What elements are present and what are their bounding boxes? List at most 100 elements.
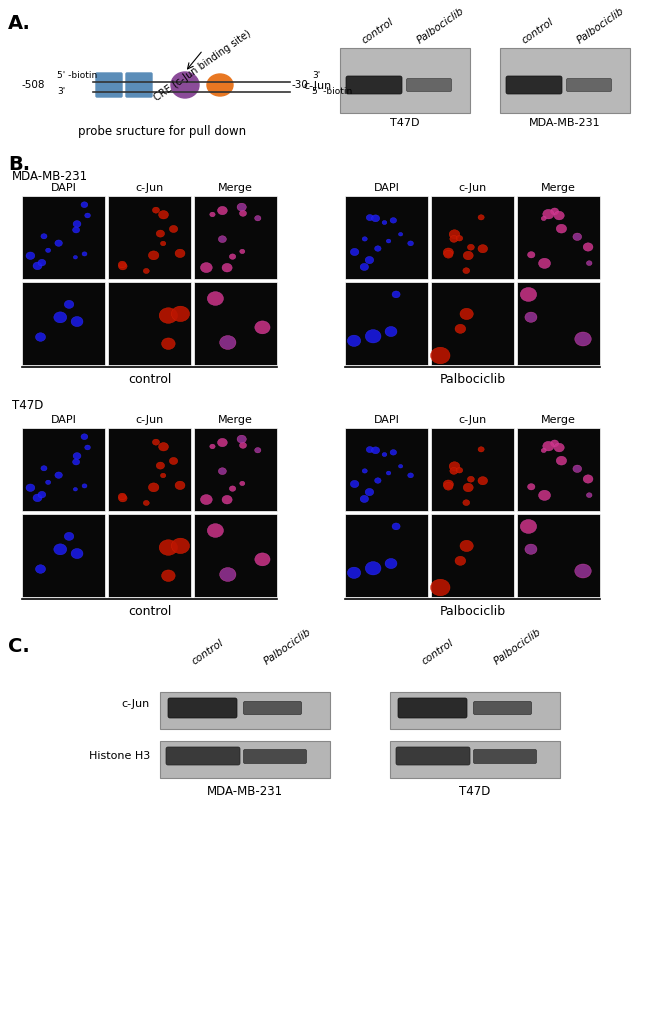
Ellipse shape	[360, 495, 369, 502]
Ellipse shape	[366, 447, 374, 453]
FancyBboxPatch shape	[473, 749, 536, 764]
Text: CRE (c-Jun binding site): CRE (c-Jun binding site)	[153, 28, 254, 102]
Ellipse shape	[220, 335, 236, 350]
Ellipse shape	[450, 467, 458, 475]
Text: T47D: T47D	[390, 118, 420, 128]
Ellipse shape	[365, 256, 374, 263]
Ellipse shape	[575, 332, 592, 346]
Text: 5' -biotin: 5' -biotin	[312, 87, 352, 96]
Ellipse shape	[148, 251, 159, 259]
Ellipse shape	[556, 456, 567, 465]
Ellipse shape	[218, 467, 226, 475]
Ellipse shape	[583, 475, 593, 483]
Text: c-Jun: c-Jun	[135, 415, 164, 425]
Ellipse shape	[207, 524, 224, 537]
Ellipse shape	[240, 249, 245, 253]
Ellipse shape	[463, 483, 473, 492]
Ellipse shape	[541, 216, 546, 220]
Ellipse shape	[153, 439, 159, 445]
Text: Palbociclib: Palbociclib	[439, 373, 506, 386]
Text: 5' -biotin: 5' -biotin	[57, 72, 98, 81]
Ellipse shape	[543, 442, 554, 451]
Ellipse shape	[460, 540, 473, 551]
Ellipse shape	[478, 477, 488, 485]
Text: Merge: Merge	[218, 183, 253, 193]
Ellipse shape	[143, 269, 150, 274]
Ellipse shape	[478, 245, 488, 253]
Ellipse shape	[81, 202, 88, 208]
Ellipse shape	[175, 249, 185, 257]
Ellipse shape	[170, 457, 177, 464]
Bar	[194, 282, 277, 365]
Bar	[431, 196, 514, 279]
Ellipse shape	[586, 493, 592, 497]
Ellipse shape	[239, 443, 246, 448]
Ellipse shape	[159, 308, 177, 323]
Bar	[108, 196, 191, 279]
Bar	[108, 514, 191, 597]
Ellipse shape	[73, 255, 77, 259]
Ellipse shape	[229, 254, 236, 259]
Ellipse shape	[210, 212, 215, 216]
Bar	[345, 196, 428, 279]
Ellipse shape	[71, 548, 83, 559]
Text: Merge: Merge	[541, 183, 576, 193]
Bar	[517, 514, 600, 597]
Ellipse shape	[525, 312, 537, 322]
Ellipse shape	[46, 480, 51, 485]
Ellipse shape	[463, 500, 470, 505]
Ellipse shape	[365, 489, 374, 496]
Ellipse shape	[362, 468, 367, 474]
Ellipse shape	[443, 480, 454, 489]
Ellipse shape	[64, 300, 74, 309]
Bar	[108, 428, 191, 511]
Ellipse shape	[33, 262, 42, 270]
Ellipse shape	[200, 495, 213, 504]
Ellipse shape	[556, 224, 567, 233]
Ellipse shape	[366, 214, 374, 220]
Ellipse shape	[210, 444, 215, 449]
Ellipse shape	[159, 210, 168, 219]
Text: c-Jun: c-Jun	[458, 183, 487, 193]
Ellipse shape	[382, 220, 387, 224]
Ellipse shape	[38, 259, 46, 265]
Bar	[345, 428, 428, 511]
Ellipse shape	[255, 321, 270, 334]
Ellipse shape	[172, 306, 190, 322]
Text: c-Jun: c-Jun	[135, 183, 164, 193]
Ellipse shape	[36, 333, 46, 341]
Ellipse shape	[372, 215, 380, 221]
FancyBboxPatch shape	[396, 747, 470, 765]
FancyBboxPatch shape	[244, 701, 302, 714]
Ellipse shape	[444, 250, 453, 258]
Ellipse shape	[222, 263, 232, 272]
Ellipse shape	[118, 261, 126, 268]
Ellipse shape	[118, 493, 126, 500]
Ellipse shape	[382, 452, 387, 456]
Ellipse shape	[172, 538, 190, 554]
Text: control: control	[128, 605, 171, 618]
Ellipse shape	[55, 472, 62, 479]
Text: B.: B.	[8, 155, 30, 174]
FancyBboxPatch shape	[506, 76, 562, 94]
Bar	[345, 282, 428, 365]
Ellipse shape	[38, 491, 46, 498]
Text: control: control	[520, 17, 556, 46]
Ellipse shape	[575, 564, 592, 578]
Ellipse shape	[443, 248, 454, 256]
Bar	[517, 196, 600, 279]
Ellipse shape	[36, 565, 46, 573]
Ellipse shape	[467, 477, 474, 482]
Bar	[517, 428, 600, 511]
Ellipse shape	[156, 462, 164, 469]
Ellipse shape	[222, 495, 232, 504]
Text: T47D: T47D	[460, 785, 491, 798]
Ellipse shape	[408, 473, 413, 478]
Ellipse shape	[73, 227, 80, 233]
Ellipse shape	[551, 208, 558, 215]
Ellipse shape	[159, 443, 168, 451]
Ellipse shape	[360, 263, 369, 271]
Text: -508: -508	[21, 80, 45, 90]
Ellipse shape	[362, 237, 367, 241]
Ellipse shape	[392, 523, 400, 530]
